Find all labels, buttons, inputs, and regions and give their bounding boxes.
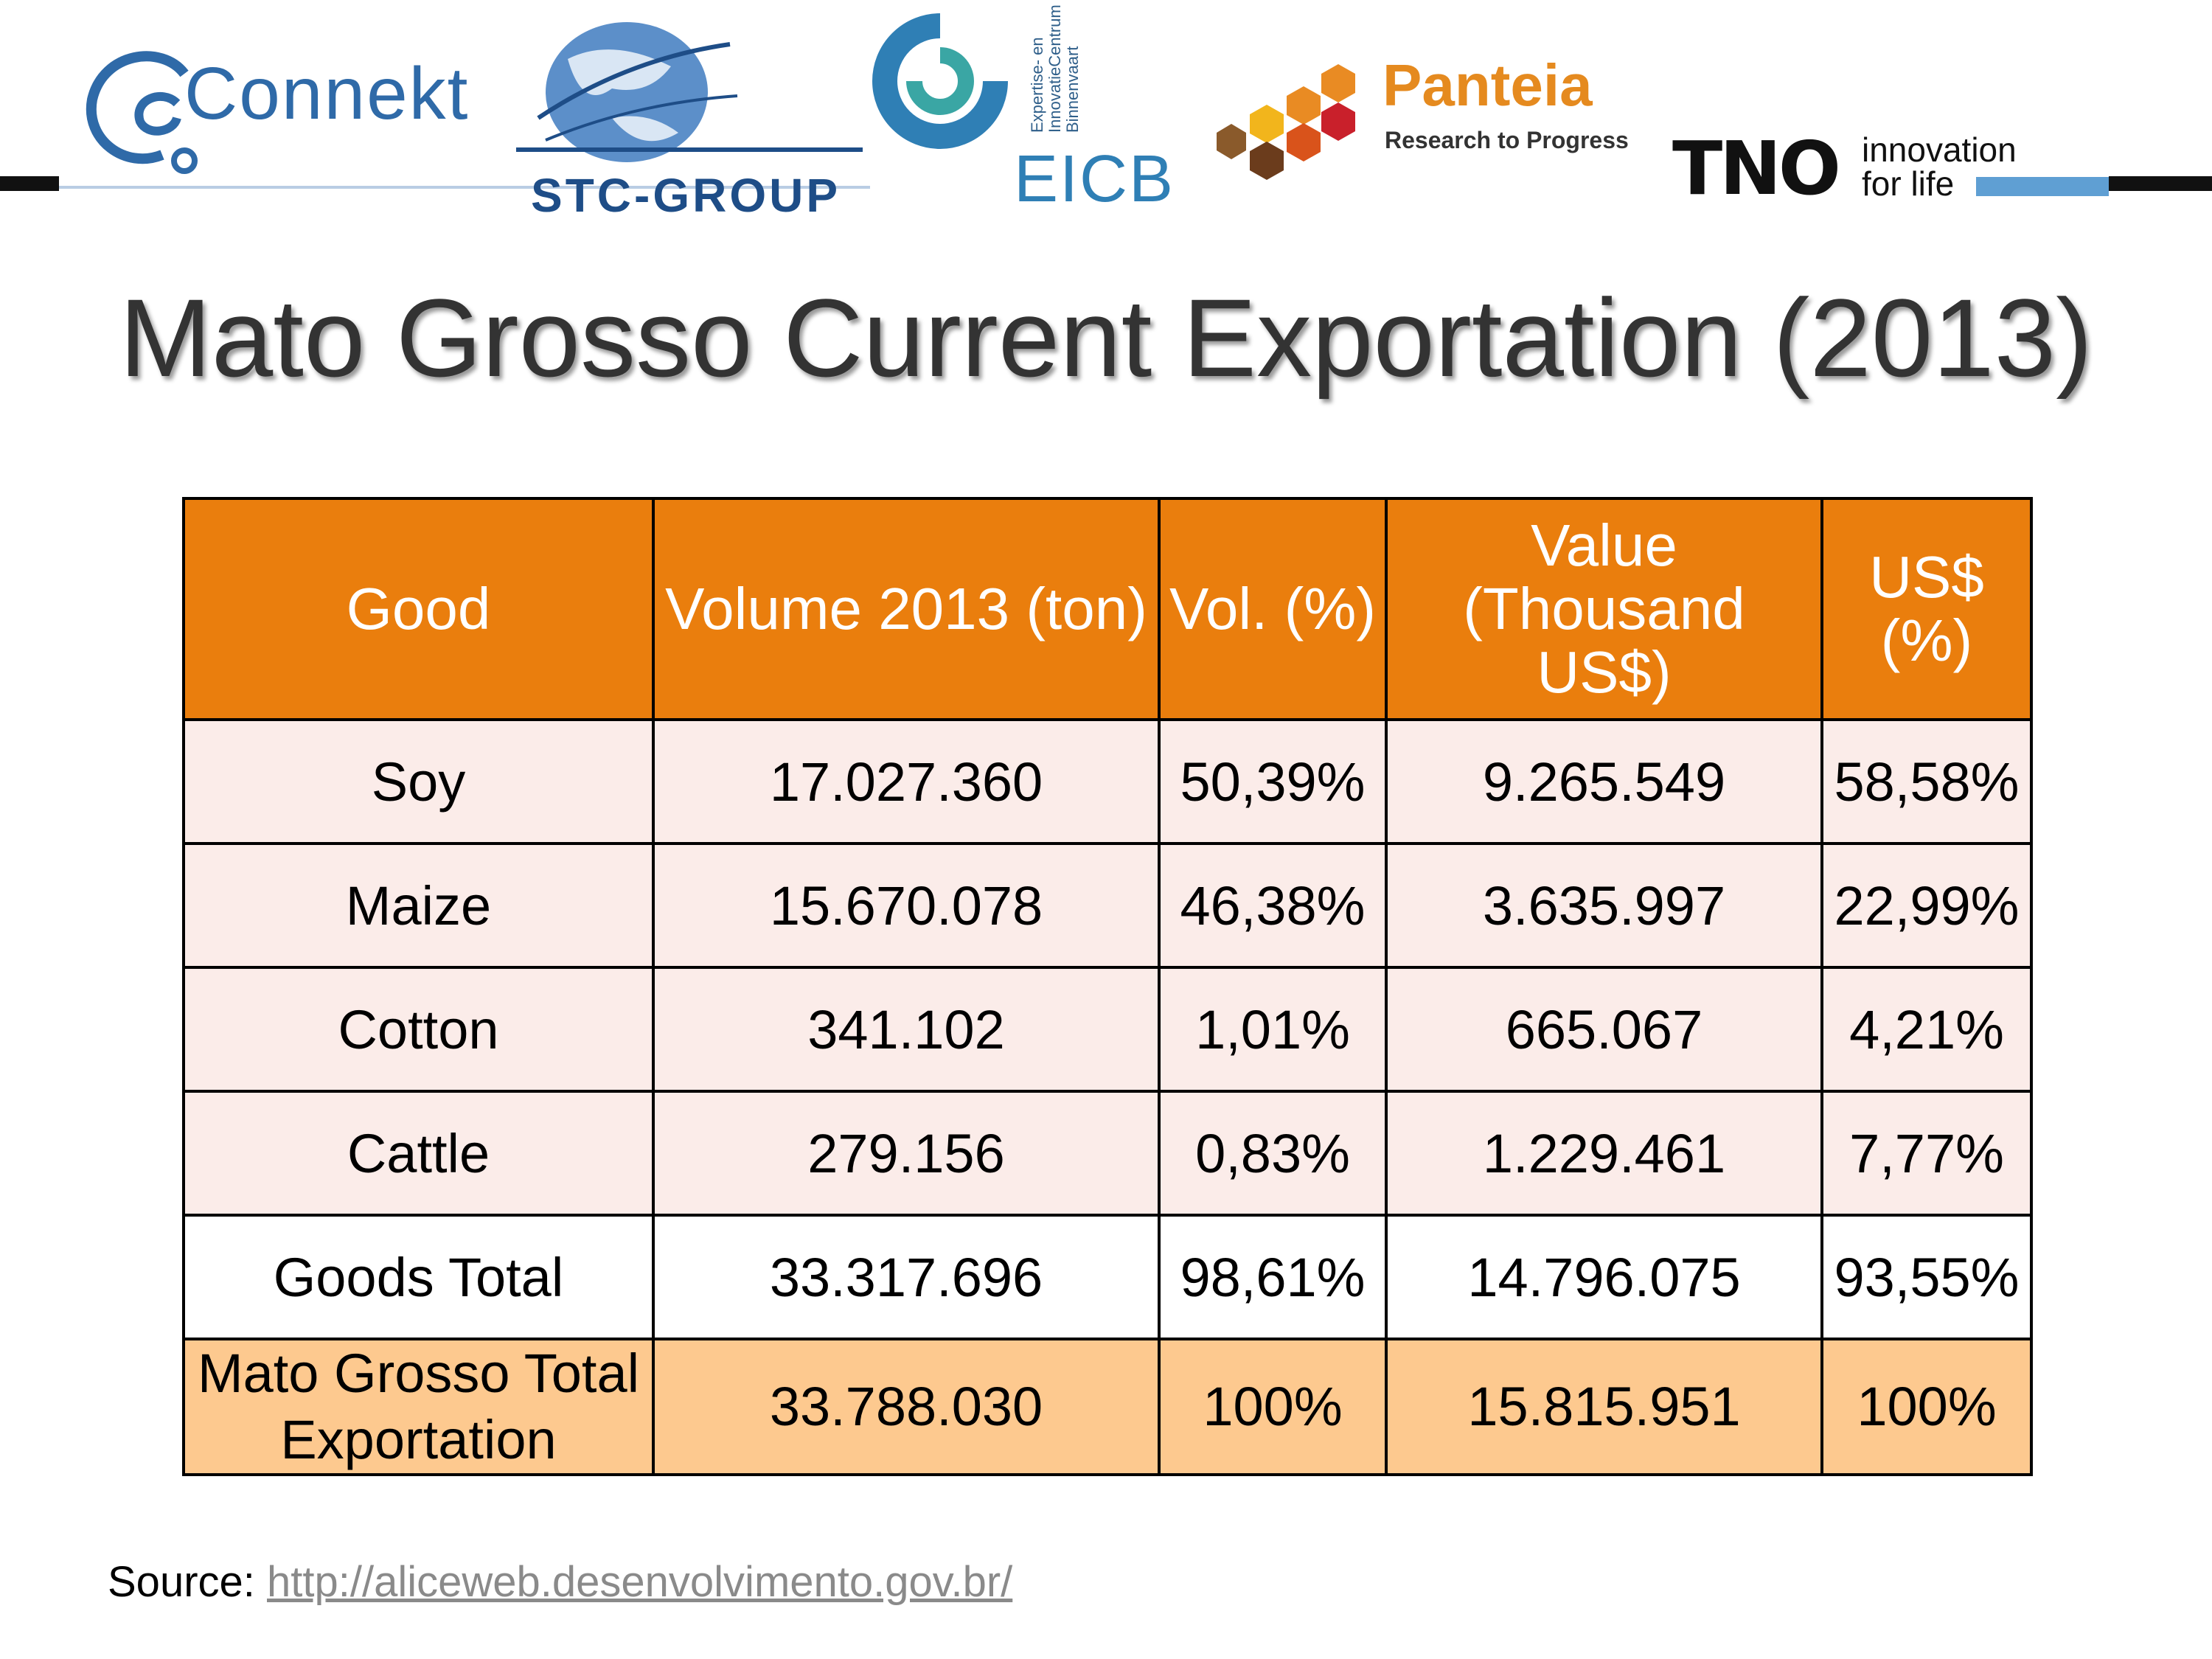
eicb-wordmark: EICB [1014,142,1175,216]
cell-good: Maize [182,842,655,969]
header-rule-left [0,176,59,191]
cell-vol-pct: 100% [1158,1338,1388,1476]
table-header-row: Good Volume 2013 (ton) Vol. (%) Value (T… [182,497,2033,721]
tno-logo: TNO innovation for life [1666,118,2146,212]
cell-good: Soy [182,718,655,845]
connekt-swirl-icon [86,51,198,174]
header-vol-pct: Vol. (%) [1158,497,1388,721]
table-row: Cattle 279.156 0,83% 1.229.461 7,77% [182,1090,2033,1217]
cell-volume: 279.156 [652,1090,1161,1217]
cell-good: Mato Grosso Total Exportation [182,1338,655,1476]
globe-icon [537,22,738,162]
cell-usd-pct: 7,77% [1820,1090,2033,1217]
eicb-vertical-text: Expertise- en InnovatieCentrum Binnenvaa… [1028,4,1082,133]
connekt-wordmark: Connekt [184,52,470,135]
eicb-swirl-icon [872,13,1008,149]
tno-wordmark: TNO [1672,125,1841,212]
cell-usd-pct: 58,58% [1820,718,2033,845]
cell-usd-pct: 4,21% [1820,966,2033,1093]
panteia-wordmark: Panteia [1382,52,1593,118]
source-label: Source: [108,1558,267,1606]
tno-blue-bar [1976,177,2109,196]
page-title: Mato Grosso Current Exportation (2013) [119,276,2093,400]
table-row-mato-grosso-total: Mato Grosso Total Exportation 33.788.030… [182,1338,2033,1476]
cell-value: 1.229.461 [1385,1090,1823,1217]
header-volume: Volume 2013 (ton) [652,497,1161,721]
cell-volume: 33.317.696 [652,1214,1161,1340]
cell-vol-pct: 1,01% [1158,966,1388,1093]
header-rule-right [2109,176,2212,191]
cell-value: 3.635.997 [1385,842,1823,969]
source-link[interactable]: http://aliceweb.desenvolvimento.gov.br/ [267,1558,1013,1606]
hexagon-cluster-icon [1217,64,1355,180]
cell-good: Cotton [182,966,655,1093]
cell-volume: 15.670.078 [652,842,1161,969]
cell-usd-pct: 22,99% [1820,842,2033,969]
tno-tagline: innovation for life [1862,131,2017,203]
cell-vol-pct: 98,61% [1158,1214,1388,1340]
cell-usd-pct: 93,55% [1820,1214,2033,1340]
cell-good: Goods Total [182,1214,655,1340]
cell-value: 9.265.549 [1385,718,1823,845]
header-usd-pct: US$ (%) [1820,497,2033,721]
table-row-goods-total: Goods Total 33.317.696 98,61% 14.796.075… [182,1214,2033,1340]
table-row: Soy 17.027.360 50,39% 9.265.549 58,58% [182,718,2033,845]
cell-volume: 33.788.030 [652,1338,1161,1476]
eicb-logo: Expertise- en InnovatieCentrum Binnenvaa… [870,4,1173,216]
cell-volume: 341.102 [652,966,1161,1093]
stc-group-logo: STC-GROUP [509,15,863,222]
source-line: Source: http://aliceweb.desenvolvimento.… [108,1557,1012,1607]
stc-underline [516,147,863,152]
cell-value: 15.815.951 [1385,1338,1823,1476]
cell-value: 14.796.075 [1385,1214,1823,1340]
cell-good: Cattle [182,1090,655,1217]
cell-vol-pct: 0,83% [1158,1090,1388,1217]
cell-vol-pct: 50,39% [1158,718,1388,845]
connekt-logo: Connekt [74,29,487,192]
cell-vol-pct: 46,38% [1158,842,1388,969]
cell-usd-pct: 100% [1820,1338,2033,1476]
panteia-logo: Panteia Research to Progress [1187,37,1652,199]
stc-wordmark: STC-GROUP [531,169,841,222]
cell-value: 665.067 [1385,966,1823,1093]
exportation-table: Good Volume 2013 (ton) Vol. (%) Value (T… [182,497,2033,1476]
cell-volume: 17.027.360 [652,718,1161,845]
table-row: Cotton 341.102 1,01% 665.067 4,21% [182,966,2033,1093]
table-row: Maize 15.670.078 46,38% 3.635.997 22,99% [182,842,2033,969]
header-value: Value (Thousand US$) [1385,497,1823,721]
header-rule-blue [59,186,870,189]
panteia-tagline: Research to Progress [1385,127,1629,153]
header-good: Good [182,497,655,721]
